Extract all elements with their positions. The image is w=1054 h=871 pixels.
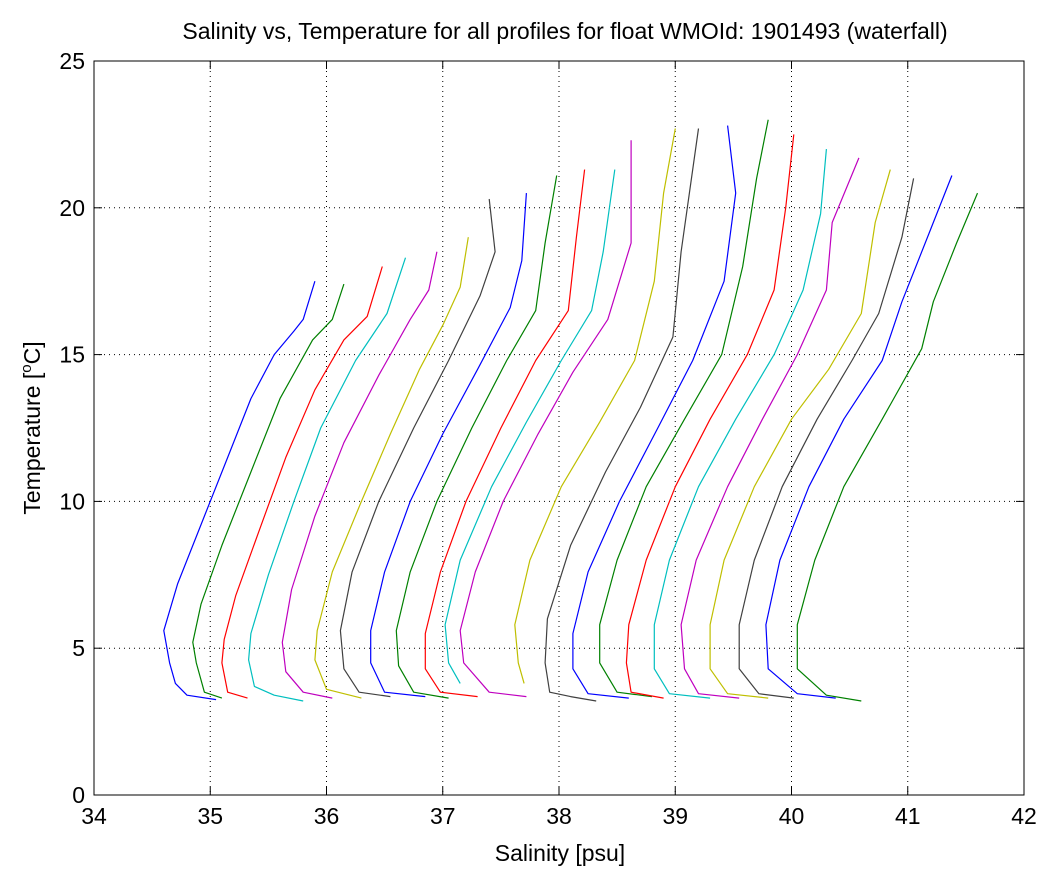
y-axis-label-sup: o: [18, 364, 35, 372]
x-axis-label: Salinity [psu]: [495, 840, 625, 866]
x-tick-label: 35: [197, 803, 223, 829]
y-tick-label: 15: [59, 342, 85, 368]
chart-title: Salinity vs, Temperature for all profile…: [182, 18, 947, 44]
y-tick-label: 10: [59, 488, 85, 514]
profile-line-23: [796, 192, 979, 702]
series-layer: [163, 119, 979, 702]
profile-line-5: [281, 251, 438, 699]
x-tick-label: 38: [546, 803, 572, 829]
x-tick-label: 39: [662, 803, 688, 829]
profile-line-1: [163, 281, 316, 701]
profile-line-4: [248, 257, 407, 702]
profile-line-14: [544, 128, 700, 702]
profile-line-18: [653, 149, 827, 699]
profile-line-6: [314, 237, 469, 699]
tick-labels: 34 35 36 37 38 39 40 41 42 0 5 10 15 20 25: [59, 48, 1036, 829]
profile-line-3: [221, 266, 383, 699]
profile-line-7: [339, 198, 496, 698]
x-tick-label: 40: [779, 803, 805, 829]
profile-line-16: [599, 119, 769, 698]
profile-line-11: [424, 169, 586, 698]
y-tick-label: 5: [72, 635, 85, 661]
profile-line-12: [459, 140, 632, 698]
profile-line-15: [572, 125, 737, 699]
profile-line-2: [192, 283, 345, 699]
profile-line-9: [395, 175, 558, 699]
axis-ticks: [93, 60, 1025, 796]
profile-line-21: [738, 178, 915, 699]
y-axis-label: Temperature [oC]: [18, 341, 45, 514]
y-tick-label: 0: [72, 782, 85, 808]
x-tick-label: 34: [81, 803, 107, 829]
x-tick-label: 37: [430, 803, 456, 829]
profile-line-20: [709, 169, 891, 699]
profile-line-17: [625, 134, 795, 699]
y-axis-label-tail: C]: [19, 341, 45, 364]
x-tick-label: 41: [895, 803, 921, 829]
profile-line-19: [680, 157, 860, 699]
profile-line-8: [370, 193, 527, 698]
profile-line-22: [765, 175, 953, 699]
y-tick-label: 25: [59, 48, 85, 74]
profile-line-10: [444, 169, 616, 684]
x-tick-label: 36: [314, 803, 340, 829]
grid-lines: [94, 61, 1024, 795]
y-tick-label: 20: [59, 195, 85, 221]
x-tick-label: 42: [1011, 803, 1037, 829]
y-axis-label-main: Temperature [: [19, 372, 45, 515]
profile-line-13: [514, 128, 676, 684]
